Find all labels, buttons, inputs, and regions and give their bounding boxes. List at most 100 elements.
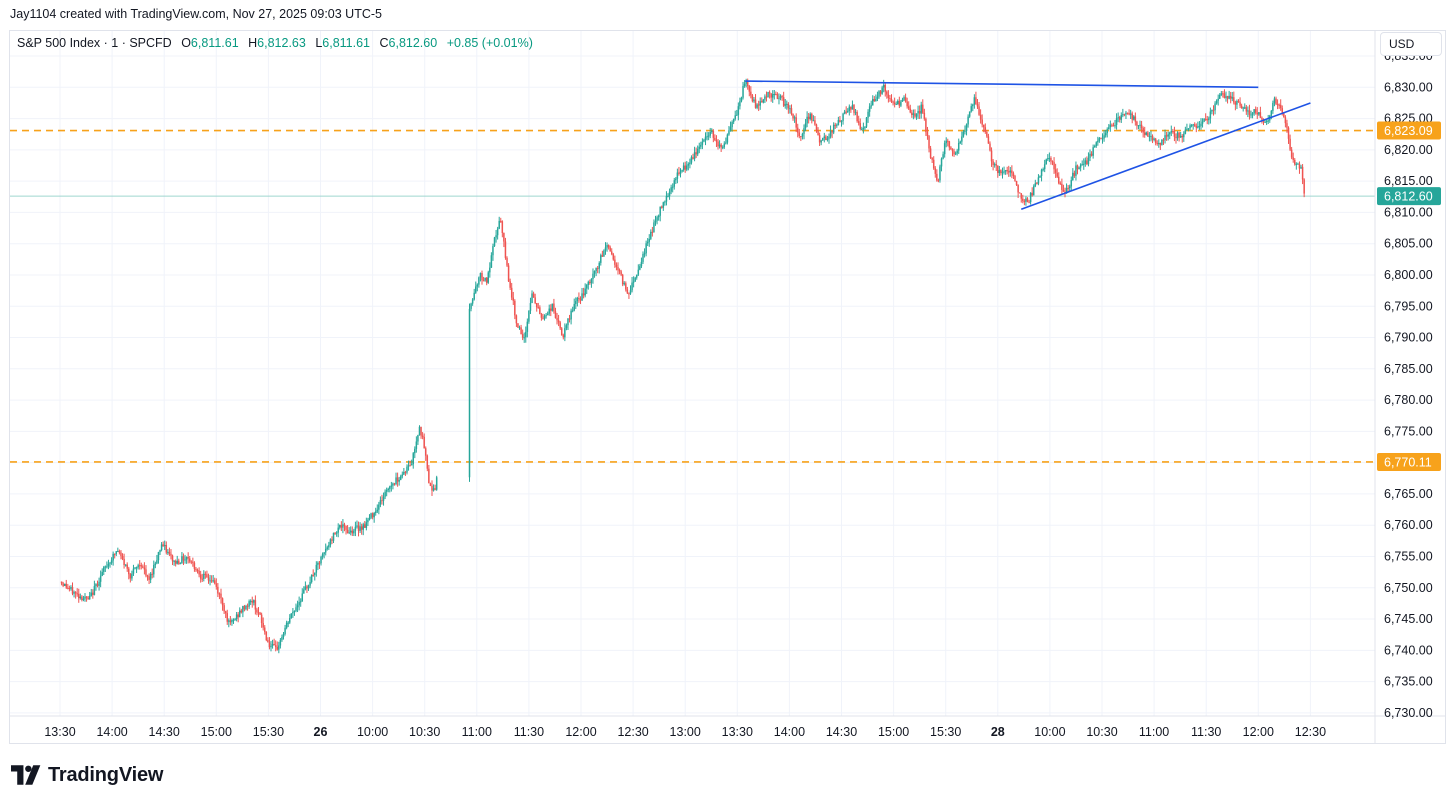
candle-body xyxy=(509,281,511,288)
candle xyxy=(159,549,161,556)
candle xyxy=(745,78,747,88)
candle-body xyxy=(110,560,113,563)
candle xyxy=(281,634,283,642)
candle xyxy=(1125,110,1127,120)
candle xyxy=(1181,134,1183,143)
chart-frame[interactable] xyxy=(9,30,1446,744)
candle xyxy=(854,109,857,116)
candle xyxy=(79,593,82,600)
candle-body xyxy=(1143,132,1146,135)
candle xyxy=(742,81,744,100)
candle-body xyxy=(629,290,632,294)
candle xyxy=(500,217,502,223)
candle xyxy=(160,542,163,552)
candle-body xyxy=(1118,117,1121,120)
candle-body xyxy=(215,583,218,587)
candle-body xyxy=(1215,100,1218,104)
candle-body xyxy=(700,144,702,147)
legend-high-value: 6,812.63 xyxy=(257,36,306,50)
candle xyxy=(1218,93,1221,100)
candle xyxy=(1233,91,1235,105)
candle xyxy=(1297,162,1299,165)
candle-body xyxy=(410,464,413,466)
candle xyxy=(273,638,275,646)
tradingview-logo[interactable]: TradingView xyxy=(11,762,163,788)
candle-body xyxy=(1106,129,1108,134)
candle-body xyxy=(1240,105,1243,109)
candle xyxy=(359,522,361,533)
candle xyxy=(759,97,761,110)
candle xyxy=(939,164,941,183)
candle xyxy=(1086,156,1088,166)
candle xyxy=(303,586,305,594)
candle-body xyxy=(623,283,625,285)
candle-body xyxy=(421,435,424,437)
currency-button[interactable]: USD xyxy=(1380,32,1442,56)
candle xyxy=(675,177,677,185)
candle-body xyxy=(867,111,869,118)
candle-body xyxy=(947,140,949,142)
candle-body xyxy=(932,159,935,169)
candle-body xyxy=(715,140,718,142)
candle xyxy=(387,487,389,493)
candle xyxy=(970,103,972,113)
candle xyxy=(356,520,358,529)
candle-body xyxy=(481,273,483,281)
candle xyxy=(234,617,236,621)
candle-body xyxy=(745,81,747,84)
candle xyxy=(992,159,994,171)
candle-body xyxy=(126,564,128,569)
candle xyxy=(639,263,641,271)
candle xyxy=(989,141,991,152)
candle-body xyxy=(781,96,783,98)
candle xyxy=(668,188,671,200)
candle xyxy=(726,133,729,145)
candle-body xyxy=(476,284,479,287)
candle xyxy=(893,97,896,108)
candle xyxy=(936,169,938,182)
candle-body xyxy=(1078,167,1080,170)
candle-body xyxy=(123,558,125,565)
candle-body xyxy=(801,133,804,137)
candle-body xyxy=(434,488,436,490)
candle-body xyxy=(379,500,382,505)
candle-body xyxy=(1229,95,1232,99)
candle-body xyxy=(1017,185,1019,193)
candle-body xyxy=(1068,186,1071,189)
candle-body xyxy=(521,334,524,338)
price-tick-label: 6,775.00 xyxy=(1384,424,1433,438)
candle-body xyxy=(853,105,855,113)
candle xyxy=(237,612,239,623)
candle xyxy=(84,593,86,602)
candle xyxy=(1242,106,1244,112)
candle-body xyxy=(115,551,118,555)
candle xyxy=(823,132,826,143)
candle xyxy=(879,90,882,97)
candle xyxy=(235,612,238,622)
candle-body xyxy=(1179,135,1182,138)
candle xyxy=(132,564,135,576)
candle xyxy=(1123,113,1126,117)
candle-body xyxy=(496,228,499,236)
candle xyxy=(551,303,554,312)
tradingview-wordmark: TradingView xyxy=(48,763,164,786)
candle xyxy=(1214,101,1216,115)
candle-body xyxy=(581,293,583,301)
candle xyxy=(1122,108,1124,118)
candle-body xyxy=(1084,160,1087,164)
candle xyxy=(1054,163,1057,178)
candle-body xyxy=(650,231,652,239)
candle xyxy=(1251,112,1254,119)
candle-body xyxy=(746,81,749,87)
time-tick-label: 15:00 xyxy=(878,725,909,739)
candle-body xyxy=(704,136,707,140)
candle-body xyxy=(345,526,347,530)
candle xyxy=(1103,130,1105,142)
candle-body xyxy=(1000,170,1002,174)
candle-body xyxy=(972,104,974,107)
candle xyxy=(423,433,425,449)
candle xyxy=(703,138,705,143)
candle-body xyxy=(1004,170,1007,172)
candle-body xyxy=(756,104,758,108)
